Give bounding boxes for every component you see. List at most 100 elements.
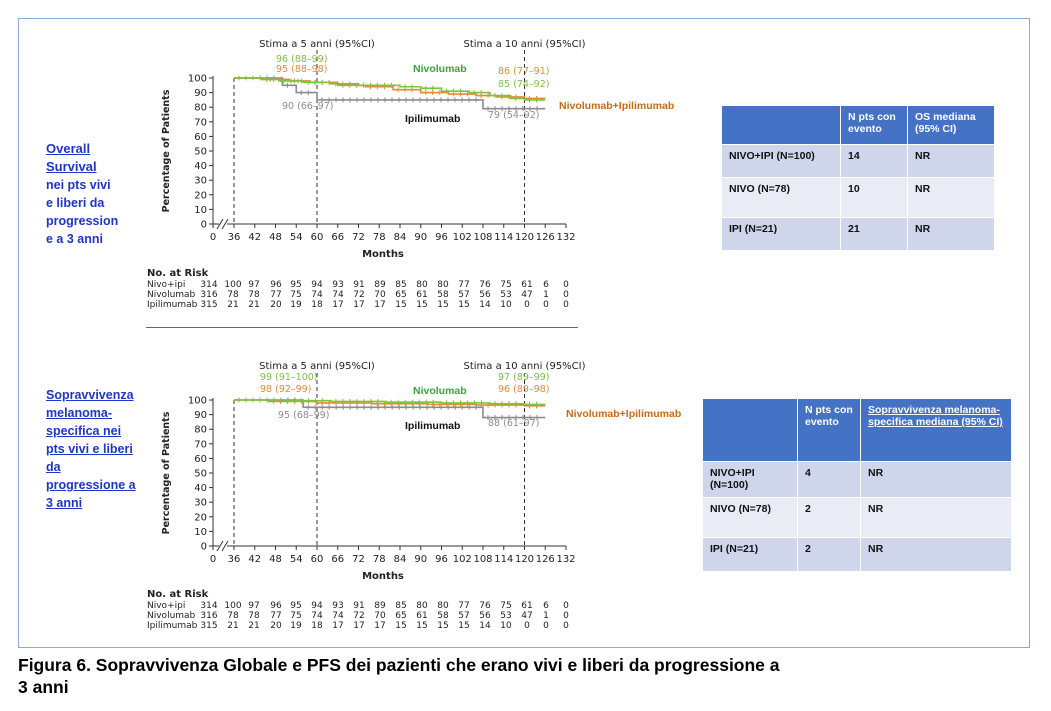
risk-value: 15 [395, 300, 407, 310]
table-cell: NR [907, 144, 995, 178]
risk-value: 0 [563, 290, 569, 300]
y-tick-label: 0 [201, 542, 207, 553]
table-cell: NR [860, 461, 1012, 498]
risk-value: 20 [270, 621, 282, 631]
x-tick-label: 102 [453, 232, 472, 243]
x-tick-label: 0 [210, 232, 216, 243]
risk-value: 18 [311, 621, 323, 631]
risk-value: 0 [563, 300, 569, 310]
table-cell: NIVO+IPI (N=100) [721, 144, 841, 178]
risk-value: 78 [227, 611, 239, 621]
x-tick-label: 126 [536, 232, 555, 243]
risk-value: 0 [543, 300, 549, 310]
risk-value: 6 [543, 601, 549, 611]
risk-value: 94 [311, 601, 323, 611]
figure-caption: Figura 6. Sopravvivenza Globale e PFS de… [18, 654, 1028, 698]
table-header: N pts con evento [797, 398, 861, 462]
risk-value: 61 [416, 611, 428, 621]
risk-value: 74 [332, 611, 344, 621]
risk-row-label: Nivo+ipi [147, 280, 186, 290]
risk-value: 75 [500, 280, 512, 290]
risk-value: 77 [458, 280, 470, 290]
x-axis-label: Months [362, 571, 404, 582]
x-tick-label: 84 [394, 232, 407, 243]
risk-value: 56 [479, 611, 491, 621]
risk-row-label: Ipilimumab [147, 621, 198, 631]
table-cell: 21 [840, 217, 908, 251]
risk-value: 17 [374, 300, 386, 310]
risk-value: 65 [395, 290, 407, 300]
x-tick-label: 90 [414, 554, 427, 565]
overall-survival-label: Overall Survival nei pts vivi e liberi da pr… [46, 140, 118, 248]
risk-value: 75 [290, 290, 302, 300]
table-header: Sopravvivenza melanoma-specifica mediana… [860, 398, 1012, 462]
risk-value: 57 [458, 611, 470, 621]
risk-value: 78 [248, 611, 260, 621]
risk-value: 61 [521, 601, 533, 611]
series-label: Ipilimumab [405, 420, 460, 432]
y-tick-label: 60 [194, 454, 207, 465]
risk-value: 17 [332, 300, 344, 310]
risk-value: 72 [353, 611, 365, 621]
x-tick-label: 48 [269, 554, 282, 565]
x-tick-label: 96 [435, 554, 448, 565]
x-tick-label: 114 [494, 554, 513, 565]
risk-value: 21 [248, 300, 260, 310]
risk-value: 89 [374, 601, 386, 611]
risk-value: 58 [437, 290, 449, 300]
table-cell: NR [860, 537, 1012, 572]
risk-value: 15 [458, 621, 470, 631]
y-tick-label: 40 [194, 161, 207, 172]
risk-value: 0 [524, 300, 530, 310]
risk-table-overall: No. at Risk Nivo+ipi 314 100 97 96 95 94 93 91 89 8… [147, 268, 587, 310]
risk-value: 96 [270, 280, 282, 290]
risk-value: 94 [311, 280, 323, 290]
x-tick-label: 54 [290, 554, 303, 565]
risk-table-title: No. at Risk [147, 589, 209, 600]
series-label: Nivolumab [413, 385, 467, 397]
table-cell: 10 [840, 177, 908, 218]
risk-value: 314 [200, 601, 218, 611]
risk-value: 77 [270, 611, 282, 621]
x-tick-label: 102 [453, 554, 472, 565]
y-tick-label: 50 [194, 469, 207, 480]
risk-row: Ipilimumab 315 21 21 20 19 18 17 17 17 15 15 15 15 14 1… [147, 300, 587, 310]
risk-row-label: Nivolumab [147, 611, 196, 621]
risk-value: 95 [290, 601, 302, 611]
risk-value: 56 [479, 290, 491, 300]
estimate-label: 90 (66–97) [282, 101, 333, 112]
risk-row: Nivo+ipi 314 100 97 96 95 94 93 91 89 85 80 80 77 76 75… [147, 601, 587, 611]
axis-break-gap [219, 540, 227, 552]
axis-break-mark [221, 218, 229, 230]
risk-value: 316 [200, 290, 218, 300]
risk-value: 80 [416, 601, 428, 611]
x-tick-label: 114 [494, 232, 513, 243]
risk-table-title: No. at Risk [147, 268, 209, 279]
table-cell: NIVO+IPI (N=100) [702, 461, 798, 498]
risk-value: 15 [416, 300, 428, 310]
risk-value: 74 [311, 290, 323, 300]
risk-value: 21 [227, 621, 239, 631]
y-tick-label: 40 [194, 483, 207, 494]
caption-line: Figura 6. Sopravvivenza Globale e PFS de… [18, 655, 780, 675]
axis-break-mark [216, 540, 224, 552]
y-tick-label: 30 [194, 498, 207, 509]
y-tick-label: 20 [194, 190, 207, 201]
risk-value: 61 [416, 290, 428, 300]
risk-value: 10 [500, 300, 512, 310]
risk-value: 95 [290, 280, 302, 290]
x-tick-label: 120 [515, 232, 534, 243]
estimate-label: 79 (54–92) [488, 110, 539, 121]
section-divider [146, 327, 578, 328]
x-tick-label: 60 [311, 554, 324, 565]
x-tick-label: 132 [556, 554, 575, 565]
series-line-nivolumab [234, 77, 546, 101]
series-label: Nivolumab [413, 63, 467, 75]
overall-survival-table: N pts con evento OS mediana (95% CI) NIV… [721, 105, 995, 251]
y-tick-label: 80 [194, 103, 207, 114]
risk-value: 65 [395, 611, 407, 621]
risk-value: 0 [563, 621, 569, 631]
y-tick-label: 70 [194, 117, 207, 128]
series-label: Nivolumab+Ipilimumab [559, 100, 674, 112]
